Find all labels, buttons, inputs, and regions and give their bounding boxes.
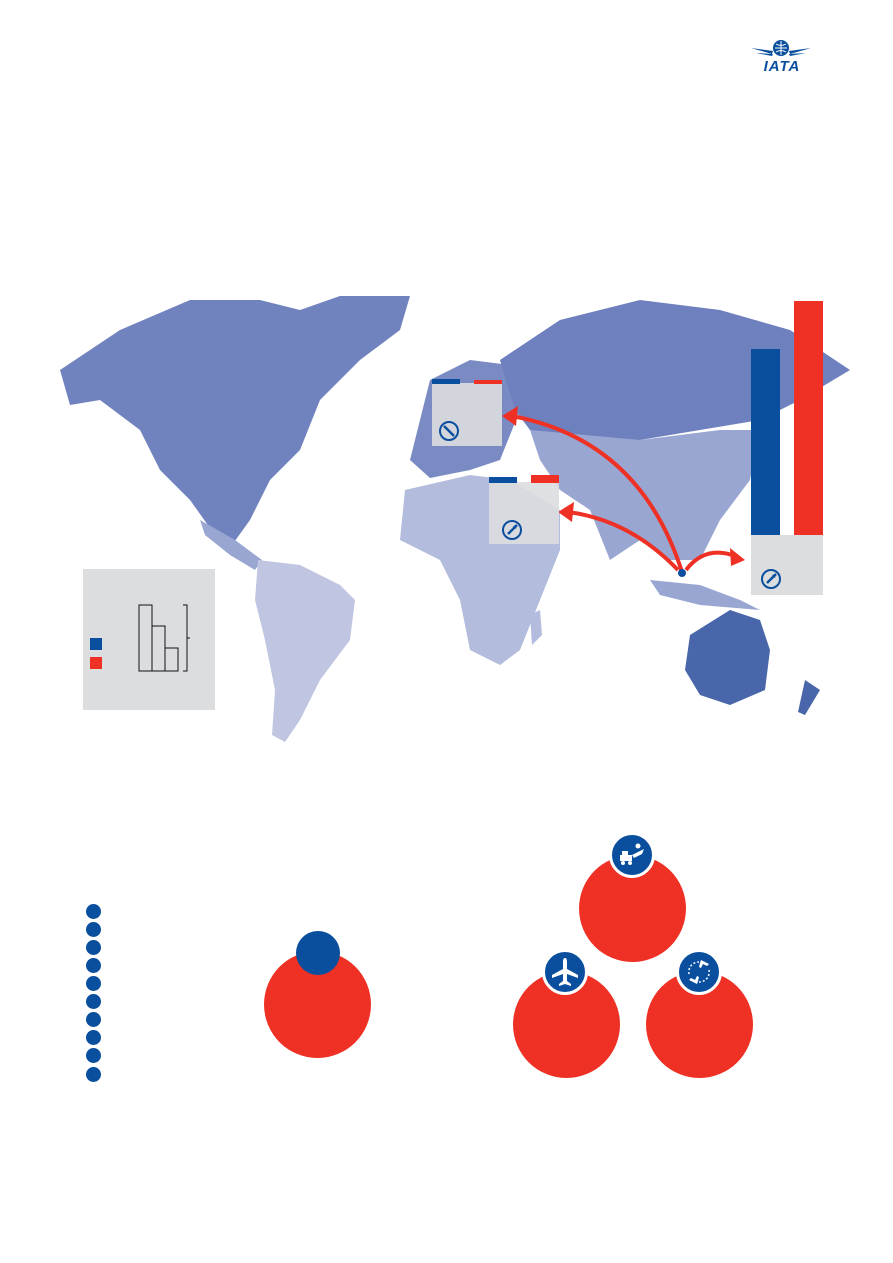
legend-swatch-red: [90, 657, 102, 669]
compass-icon-europe: [438, 420, 460, 442]
list-marker-4: [86, 958, 101, 973]
indonesia-region: [650, 580, 760, 610]
compass-icon-middle-east: [501, 519, 523, 541]
legend-bar-glyph: [135, 602, 191, 672]
legend-swatch-blue: [90, 638, 102, 650]
australia-region: [685, 610, 770, 705]
runway-vehicle-icon: [612, 835, 652, 875]
list-marker-3: [86, 940, 101, 955]
list-marker-10: [86, 1067, 101, 1082]
list-marker-2: [86, 922, 101, 937]
europe-red-bar: [474, 380, 502, 384]
rotating-planes-badge: [676, 949, 722, 995]
hub-point: [678, 569, 686, 577]
europe-blue-bar: [432, 379, 460, 384]
runway-vehicle-badge: [609, 832, 655, 878]
rotating-planes-icon: [679, 952, 719, 992]
middle-east-callout-panel: [489, 482, 559, 544]
middle-east-blue-bar: [489, 477, 517, 483]
list-marker-9: [86, 1048, 101, 1063]
iata-logo-text: IATA: [752, 58, 812, 75]
airplane-icon: [545, 952, 585, 992]
airplane-badge: [542, 949, 588, 995]
asia-red-bar: [794, 301, 823, 535]
list-marker-7: [86, 1012, 101, 1027]
asia-blue-bar: [751, 349, 780, 535]
middle-east-red-bar: [531, 475, 559, 483]
south-america-region: [255, 560, 355, 742]
north-america-region: [60, 296, 410, 545]
list-marker-8: [86, 1030, 101, 1045]
center-blue-circle: [296, 931, 340, 975]
list-marker-6: [86, 994, 101, 1009]
compass-icon-asia: [760, 568, 782, 590]
list-marker-5: [86, 976, 101, 991]
list-marker-1: [86, 904, 101, 919]
new-zealand-region: [798, 680, 820, 715]
madagascar-region: [530, 610, 542, 645]
